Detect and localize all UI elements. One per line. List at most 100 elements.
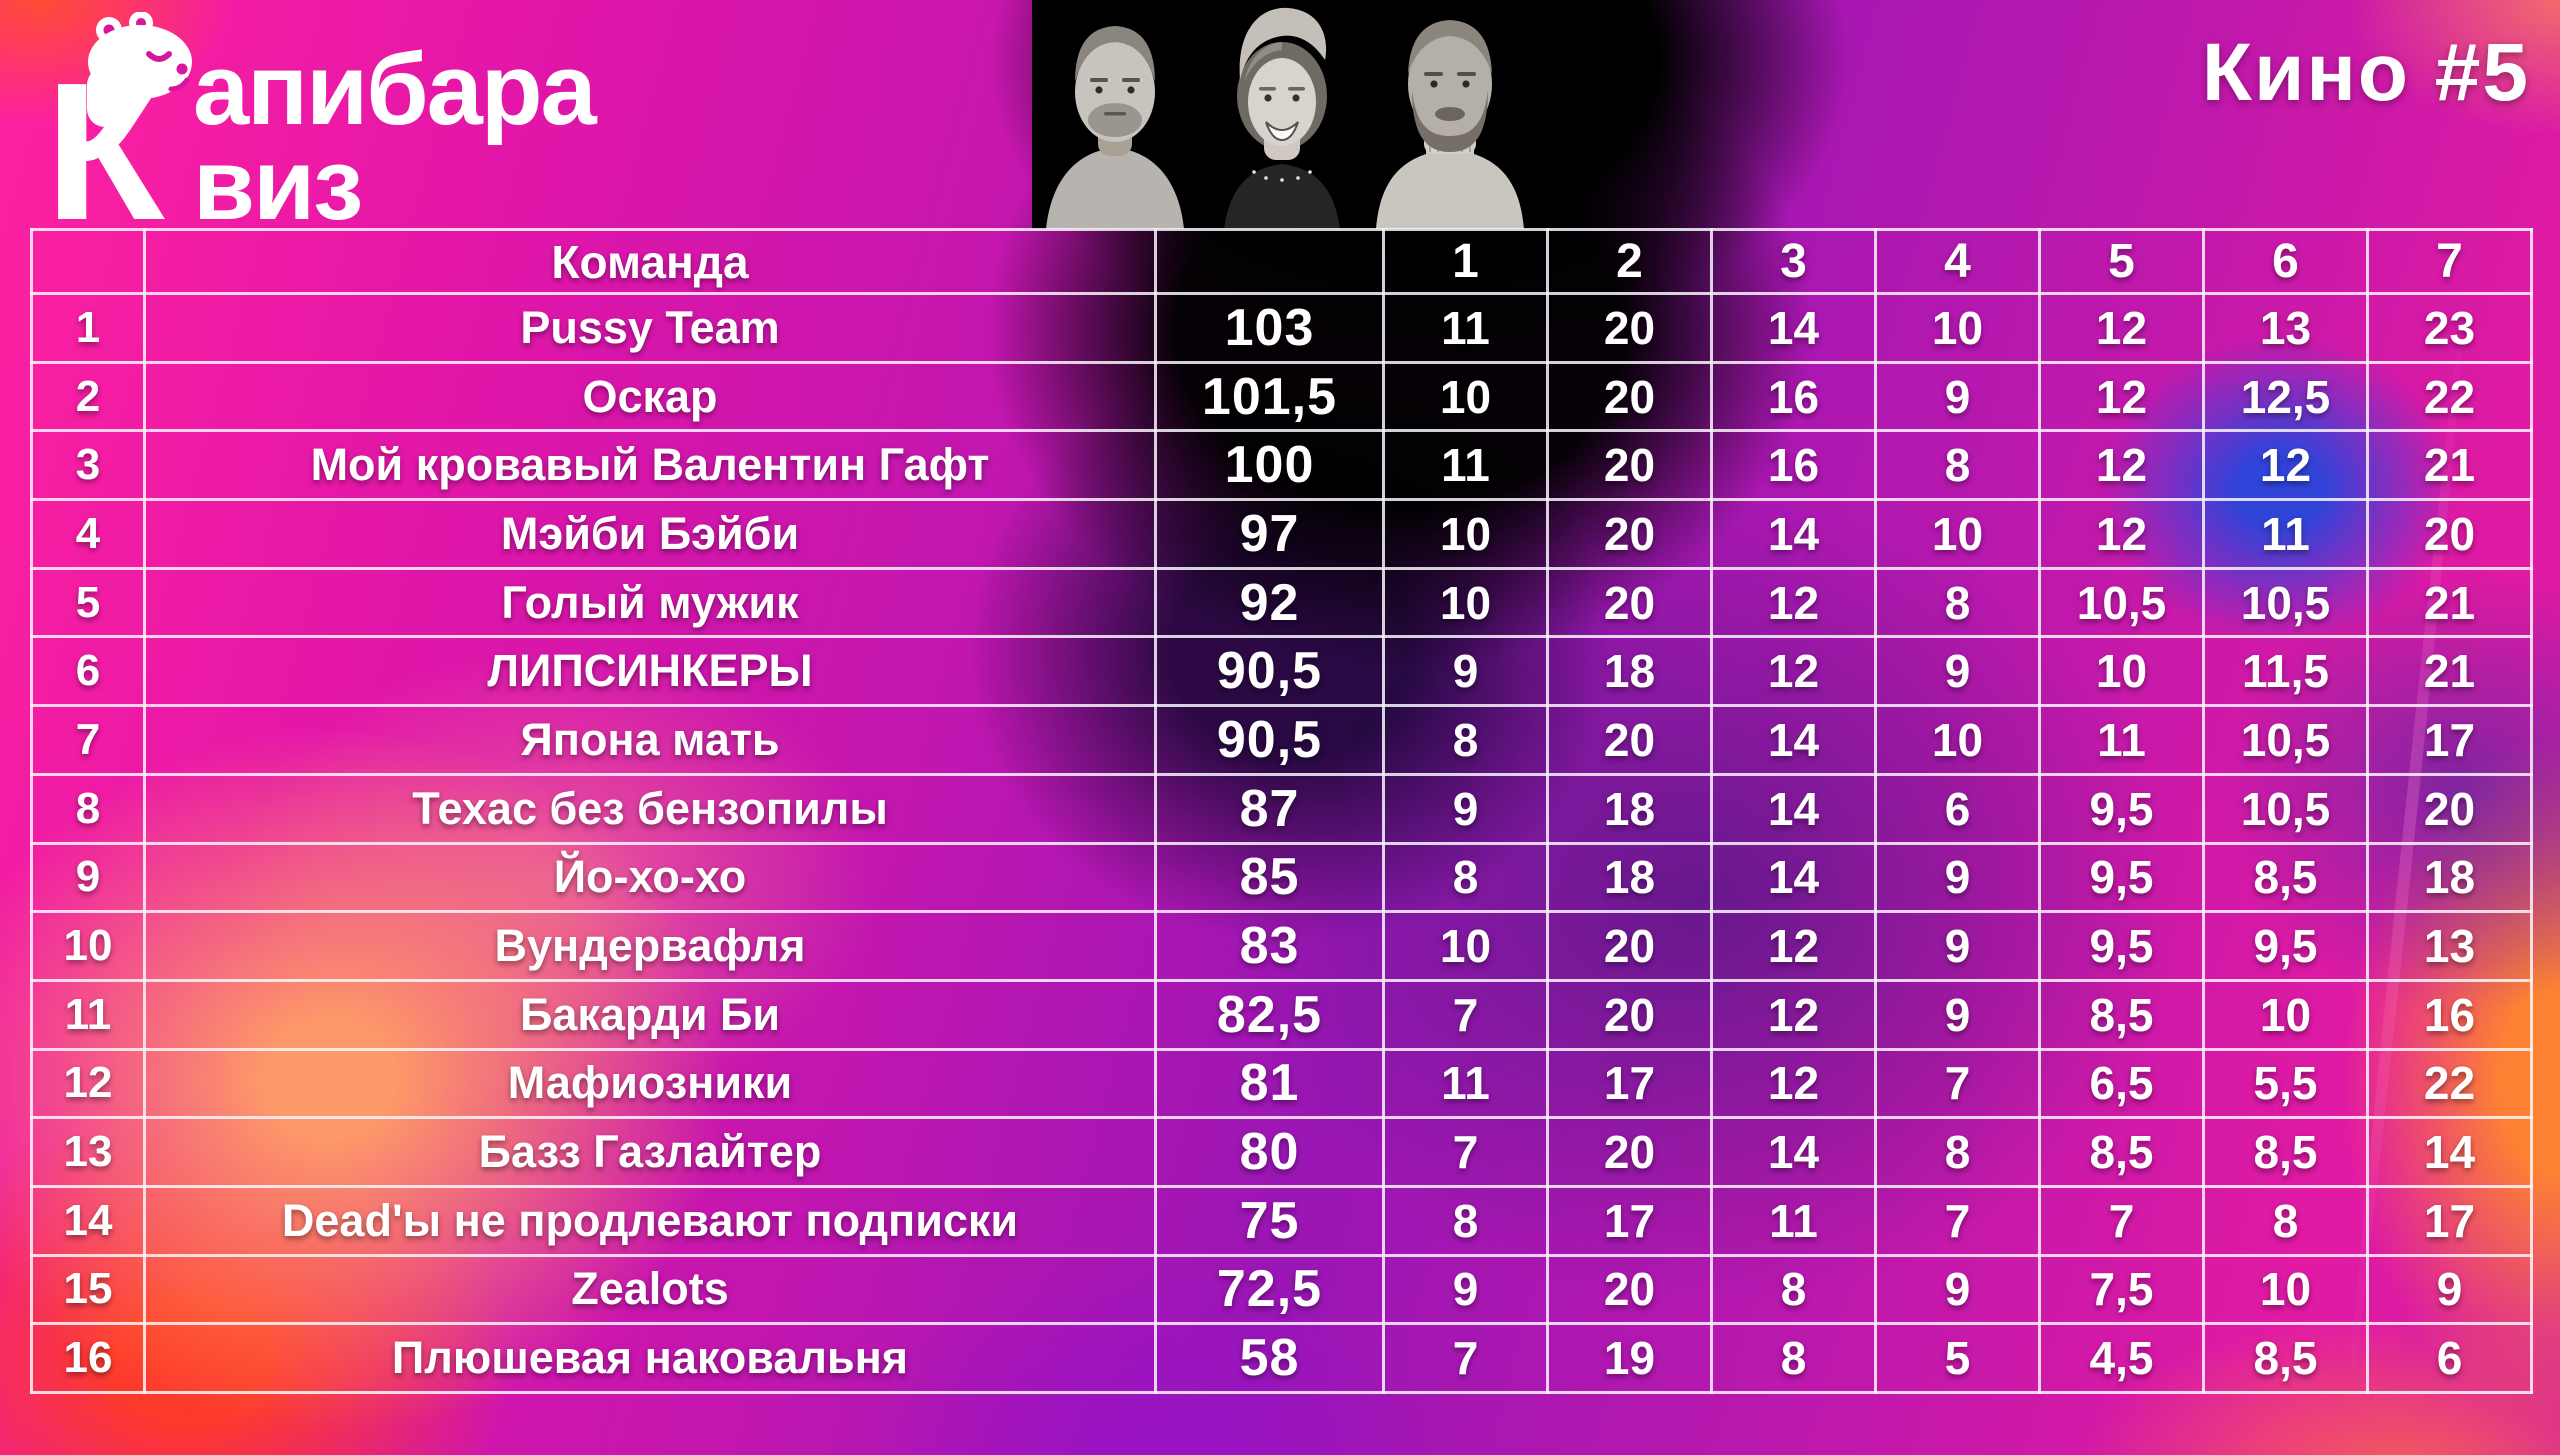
team-total: 87	[1154, 772, 1385, 845]
team-total: 92	[1154, 566, 1385, 639]
round-score: 7	[1874, 1184, 2041, 1257]
round-score: 8	[1382, 704, 1549, 776]
round-score: 13	[2202, 292, 2369, 364]
celebrity-photos	[1032, 0, 1532, 229]
table-row: 3 Мой кровавый Валентин Гафт 100 11 20 1…	[30, 429, 2533, 502]
round-score: 12,5	[2202, 360, 2369, 433]
score-table-body: 1 Pussy Team 103 11 20 14 10 12 13 23 2 …	[30, 292, 2533, 1394]
round-score: 17	[2366, 1184, 2533, 1257]
team-rank: 2	[30, 360, 146, 433]
team-rank: 1	[30, 292, 146, 364]
round-score: 8,5	[2202, 1322, 2369, 1394]
round-score: 9,5	[2038, 910, 2205, 982]
round-score: 9	[1874, 635, 2041, 708]
team-rank: 10	[30, 910, 146, 982]
round-score: 17	[1546, 1047, 1713, 1120]
round-score: 12	[1710, 1047, 1877, 1120]
team-rank: 9	[30, 841, 146, 914]
round-score: 16	[2366, 978, 2533, 1051]
team-rank: 7	[30, 704, 146, 776]
table-row: 6 ЛИПСИНКЕРЫ 90,5 9 18 12 9 10 11,5 21	[30, 635, 2533, 708]
team-rank: 16	[30, 1322, 146, 1394]
round-score: 14	[1710, 841, 1877, 914]
round-score: 7	[2038, 1184, 2205, 1257]
team-rank: 5	[30, 566, 146, 639]
team-name: Мой кровавый Валентин Гафт	[143, 429, 1157, 502]
team-total: 58	[1154, 1322, 1385, 1394]
round-score: 6,5	[2038, 1047, 2205, 1120]
round-2-header: 2	[1546, 228, 1713, 295]
team-total: 90,5	[1154, 635, 1385, 708]
round-score: 18	[1546, 635, 1713, 708]
team-name: Йо-хо-хо	[143, 841, 1157, 914]
round-score: 14	[1710, 292, 1877, 364]
round-score: 12	[1710, 635, 1877, 708]
round-score: 23	[2366, 292, 2533, 364]
round-score: 8,5	[2202, 1116, 2369, 1188]
table-row: 8 Техас без бензопилы 87 9 18 14 6 9,5 1…	[30, 772, 2533, 845]
round-score: 12	[1710, 566, 1877, 639]
table-row: 15 Zealots 72,5 9 20 8 9 7,5 10 9	[30, 1253, 2533, 1326]
round-3-header: 3	[1710, 228, 1877, 295]
round-score: 21	[2366, 566, 2533, 639]
round-score: 11	[1382, 429, 1549, 502]
round-score: 14	[1710, 1116, 1877, 1188]
round-score: 20	[2366, 772, 2533, 845]
capybara-quiz-logo-graphic: К апибара виз	[45, 11, 600, 261]
round-score: 9	[1874, 978, 2041, 1051]
round-score: 4,5	[2038, 1322, 2205, 1394]
team-rank: 12	[30, 1047, 146, 1120]
round-7-header: 7	[2366, 228, 2533, 295]
round-6-header: 6	[2202, 228, 2369, 295]
round-score: 22	[2366, 360, 2533, 433]
round-1-header: 1	[1382, 228, 1549, 295]
total-column-header	[1154, 228, 1385, 295]
round-score: 6	[1874, 772, 2041, 845]
round-score: 8	[1874, 566, 2041, 639]
round-score: 17	[2366, 704, 2533, 776]
table-row: 12 Мафиозники 81 11 17 12 7 6,5 5,5 22	[30, 1047, 2533, 1120]
round-score: 10,5	[2202, 566, 2369, 639]
table-row: 5 Голый мужик 92 10 20 12 8 10,5 10,5 21	[30, 566, 2533, 639]
round-score: 8,5	[2038, 978, 2205, 1051]
team-column-header: Команда	[143, 228, 1157, 295]
round-score: 20	[1546, 978, 1713, 1051]
round-score: 11,5	[2202, 635, 2369, 708]
round-score: 12	[1710, 978, 1877, 1051]
team-name: Оскар	[143, 360, 1157, 433]
round-score: 10	[1874, 704, 2041, 776]
round-score: 21	[2366, 635, 2533, 708]
round-score: 10	[2202, 1253, 2369, 1326]
team-name: Pussy Team	[143, 292, 1157, 364]
round-score: 20	[1546, 910, 1713, 982]
team-name: ЛИПСИНКЕРЫ	[143, 635, 1157, 708]
team-name: Плюшевая наковальня	[143, 1322, 1157, 1394]
round-score: 10	[1874, 292, 2041, 364]
round-score: 9,5	[2202, 910, 2369, 982]
team-total: 97	[1154, 498, 1385, 570]
round-score: 10	[1382, 498, 1549, 570]
female-headshot-center	[1224, 7, 1340, 229]
table-row: 4 Мэйби Бэйби 97 10 20 14 10 12 11 20	[30, 498, 2533, 570]
round-score: 9,5	[2038, 772, 2205, 845]
team-name: Dead'ы не продлевают подписки	[143, 1184, 1157, 1257]
round-score: 10	[1382, 910, 1549, 982]
team-name: Мафиозники	[143, 1047, 1157, 1120]
team-rank: 13	[30, 1116, 146, 1188]
round-score: 11	[1382, 1047, 1549, 1120]
round-score: 18	[1546, 772, 1713, 845]
celebrity-photos-graphic	[1032, 0, 1532, 229]
team-rank: 14	[30, 1184, 146, 1257]
team-total: 75	[1154, 1184, 1385, 1257]
round-score: 20	[1546, 1253, 1713, 1326]
round-score: 9	[1874, 841, 2041, 914]
round-score: 14	[2366, 1116, 2533, 1188]
logo-line1: апибара	[193, 34, 598, 146]
round-score: 8	[1874, 1116, 2041, 1188]
logo-line2: виз	[193, 129, 361, 234]
round-score: 18	[2366, 841, 2533, 914]
round-score: 20	[1546, 429, 1713, 502]
team-total: 81	[1154, 1047, 1385, 1120]
round-4-header: 4	[1874, 228, 2041, 295]
round-score: 7	[1382, 978, 1549, 1051]
